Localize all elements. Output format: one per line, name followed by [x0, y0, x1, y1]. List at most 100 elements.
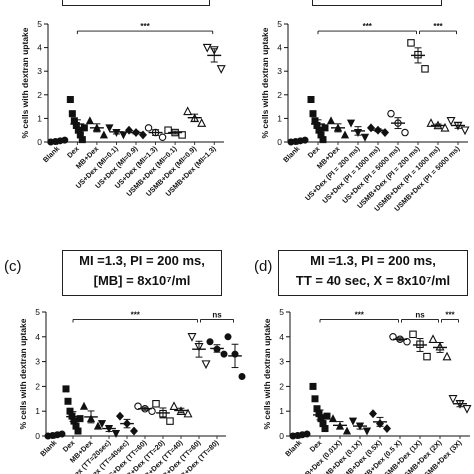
data-group — [97, 420, 121, 438]
data-point — [61, 136, 69, 144]
x-tick-label: Dex — [65, 144, 81, 160]
data-point — [321, 124, 329, 132]
y-tick-label: 5 — [35, 307, 40, 317]
y-tick-label: 4 — [279, 332, 284, 342]
data-point — [66, 96, 74, 104]
y-tick-label: 4 — [277, 43, 282, 53]
significance-label: *** — [433, 22, 443, 31]
significance-label: ns — [415, 310, 425, 319]
data-point — [216, 65, 226, 74]
y-axis-title: % cells with dextran uptake — [20, 27, 30, 138]
data-point — [68, 110, 76, 118]
y-tick-label: 1 — [35, 406, 40, 416]
data-point — [421, 65, 429, 73]
data-point — [301, 136, 309, 144]
data-point — [158, 133, 167, 142]
data-point — [97, 420, 107, 429]
data-point — [80, 124, 88, 132]
significance-label: *** — [363, 22, 373, 31]
data-point — [62, 385, 70, 393]
significance-bracket: ns — [200, 310, 234, 323]
data-group — [368, 409, 392, 434]
data-point — [368, 409, 378, 419]
data-point — [426, 118, 436, 127]
data-point — [311, 395, 319, 403]
y-tick-label: 2 — [37, 90, 42, 100]
data-point — [342, 426, 352, 435]
data-point — [79, 401, 89, 410]
y-tick-label: 3 — [37, 66, 42, 76]
data-group — [202, 43, 226, 74]
data-point — [202, 43, 212, 53]
y-axis-title: % cells with dextran uptake — [18, 318, 28, 429]
panel-c-condition-box: MI =1.3, PI = 200 ms, [MB] = 8x10⁷/ml — [62, 250, 222, 296]
y-tick-label: 1 — [279, 406, 284, 416]
data-point — [85, 116, 94, 125]
x-tick-label: Dex — [306, 144, 322, 160]
significance-label: *** — [140, 22, 150, 31]
data-point — [309, 382, 317, 390]
x-tick-label: Blank — [38, 438, 58, 458]
panel-letter-d: (d) — [254, 258, 273, 275]
data-point — [321, 425, 329, 433]
data-group — [328, 414, 352, 435]
significance-label: *** — [355, 310, 365, 319]
data-group — [66, 96, 88, 144]
data-point — [58, 430, 66, 438]
data-group — [346, 119, 370, 142]
y-tick-label: 5 — [277, 19, 282, 29]
data-group — [224, 333, 246, 380]
data-group — [169, 401, 193, 418]
data-point — [183, 106, 193, 116]
x-tick-label: Blank — [283, 438, 303, 458]
y-tick-label: 4 — [37, 43, 42, 53]
y-tick-label: 5 — [37, 19, 42, 29]
y-tick-label: 2 — [279, 381, 284, 391]
data-point — [403, 338, 411, 346]
data-group — [134, 402, 156, 415]
data-point — [164, 126, 172, 134]
panel-b-header-box — [312, 0, 442, 6]
data-point — [178, 131, 186, 139]
significance-bracket: *** — [319, 310, 399, 323]
y-tick-label: 5 — [279, 307, 284, 317]
significance-bracket: *** — [419, 22, 457, 35]
data-point — [319, 136, 327, 144]
data-point — [307, 96, 315, 104]
significance-bracket: *** — [76, 22, 214, 35]
data-point — [166, 417, 174, 425]
data-group — [85, 116, 108, 139]
significance-label: *** — [445, 310, 455, 319]
chart-panel-a: 0 1 2 3 4 5 % cells with dextran uptake Blank De… — [20, 19, 226, 198]
panel-d-condition-line2: TT = 40 sec, X = 8x10⁷/ml — [295, 273, 451, 288]
data-point — [105, 124, 114, 133]
data-point — [220, 350, 228, 358]
data-point — [197, 118, 207, 127]
data-point — [238, 372, 246, 380]
y-tick-label: 2 — [277, 90, 282, 100]
data-group — [124, 125, 148, 140]
data-point — [360, 133, 370, 142]
chart-panel-b: 0 1 2 3 4 5 % cells with dextran uptake Blank De… — [260, 19, 470, 213]
data-point — [382, 424, 392, 434]
data-group — [366, 123, 390, 138]
data-point — [119, 131, 128, 140]
data-group — [409, 330, 431, 361]
data-point — [206, 338, 214, 346]
data-group — [309, 382, 331, 433]
data-point — [129, 426, 139, 436]
data-point — [76, 415, 84, 423]
data-group — [307, 96, 329, 144]
y-tick-label: 3 — [279, 357, 284, 367]
panel-c-condition-line2: [MB] = 8x10⁷/ml — [93, 273, 191, 288]
data-point — [401, 128, 409, 137]
data-point — [64, 397, 72, 405]
data-group — [289, 430, 311, 440]
data-point — [144, 124, 153, 132]
data-group — [152, 400, 174, 425]
y-axis-title: % cells with dextran uptake — [260, 27, 270, 138]
data-group — [348, 417, 372, 436]
significance-label: *** — [131, 310, 141, 319]
